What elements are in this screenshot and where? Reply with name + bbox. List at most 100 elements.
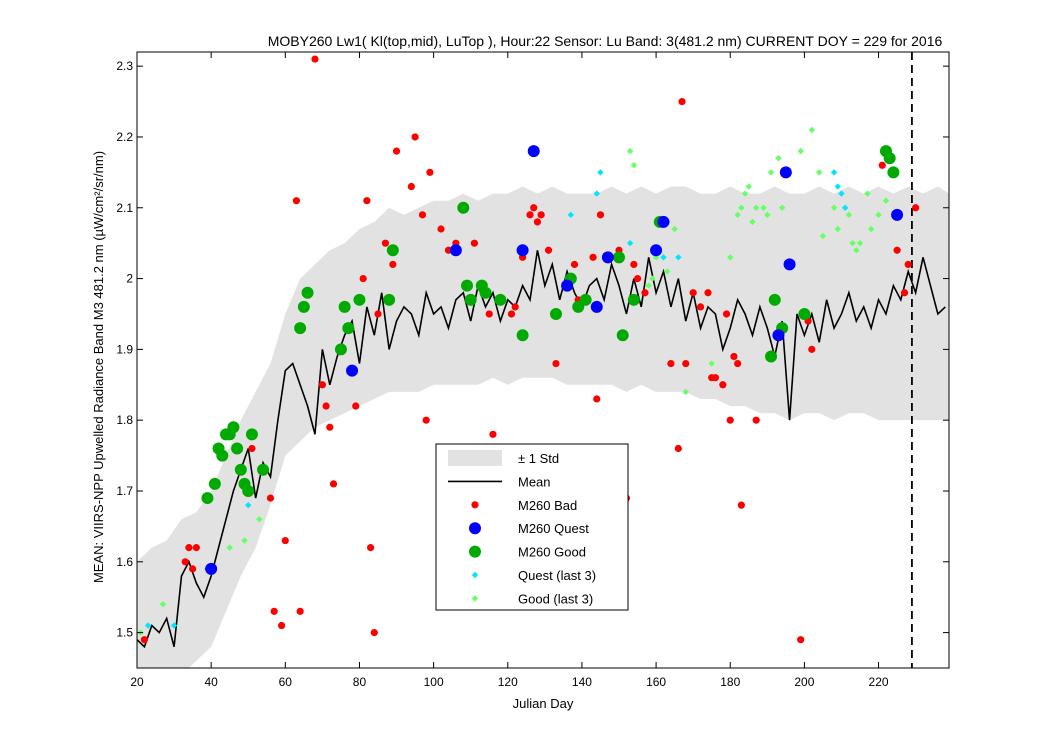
good-point: [334, 343, 347, 356]
axes-frame: [136, 51, 950, 669]
x-tick-label: 200: [794, 675, 814, 689]
bad-point: [533, 218, 542, 226]
good-point: [208, 477, 221, 490]
bad-point: [292, 197, 301, 205]
bad-point: [893, 246, 901, 254]
bad-point: [359, 274, 367, 283]
bad-point: [808, 345, 816, 353]
good-point: [234, 463, 247, 476]
good-point: [464, 293, 477, 306]
good-point: [245, 428, 258, 441]
bad-point: [366, 544, 375, 552]
good-last3-point: [727, 254, 734, 261]
bad-point: [511, 303, 519, 311]
good-last3-point: [682, 388, 689, 396]
x-tick-label: 60: [279, 675, 293, 689]
bad-point: [422, 416, 430, 424]
legend-swatch-std: [448, 450, 502, 466]
bad-point: [678, 97, 686, 106]
legend-swatch-quest: [469, 522, 481, 535]
y-tick-label: 2.3: [116, 59, 133, 73]
bad-point: [682, 359, 690, 368]
bad-point: [633, 274, 642, 283]
good-last3-point: [241, 537, 248, 544]
bad-point: [470, 239, 479, 247]
bad-point: [570, 260, 579, 269]
good-point: [479, 286, 492, 299]
bad-point: [426, 168, 434, 176]
quest-last3-point: [245, 501, 252, 509]
bad-point: [418, 211, 427, 219]
good-last3-point: [752, 204, 760, 211]
bad-point: [912, 204, 920, 212]
good-point: [887, 166, 900, 179]
good-last3-point: [738, 204, 745, 211]
legend-label: M260 Quest: [518, 521, 589, 536]
quest-last3-point: [597, 169, 604, 176]
quest-last3-point: [834, 183, 841, 190]
bad-point: [296, 607, 304, 615]
legend-label: ± 1 Std: [518, 451, 559, 466]
good-last3-point: [830, 204, 838, 211]
good-point: [386, 244, 399, 257]
quest-last3-point: [144, 622, 152, 629]
bad-point: [689, 289, 697, 297]
good-point: [457, 201, 470, 214]
y-tick-label: 1.7: [116, 484, 133, 498]
good-last3-point: [649, 275, 656, 282]
x-tick-label: 140: [572, 675, 592, 689]
bad-point: [407, 182, 415, 191]
good-last3-point: [630, 162, 638, 169]
good-last3-point: [853, 247, 860, 254]
legend-swatch-bad: [471, 501, 479, 509]
bad-point: [370, 628, 378, 637]
good-last3-point: [797, 147, 804, 155]
good-last3-point: [741, 190, 749, 197]
bad-point: [589, 253, 597, 261]
quest-point: [772, 329, 785, 342]
good-last3-point: [645, 282, 652, 289]
quest-last3-point: [830, 169, 838, 176]
bad-point: [311, 55, 319, 63]
bad-point: [797, 636, 805, 644]
bad-point: [696, 303, 705, 311]
good-point: [494, 293, 507, 306]
quest-last3-point: [841, 204, 849, 211]
bad-point: [630, 260, 638, 269]
x-tick-label: 40: [204, 675, 218, 689]
quest-last3-point: [567, 211, 575, 219]
bad-point: [596, 211, 605, 219]
bad-point: [192, 544, 200, 552]
x-tick-label: 100: [424, 675, 444, 689]
good-point: [294, 322, 307, 335]
bad-point: [530, 204, 538, 212]
good-last3-point: [856, 239, 864, 247]
quest-point: [601, 251, 614, 264]
good-last3-point: [626, 147, 634, 155]
good-point: [579, 293, 592, 306]
bad-point: [878, 161, 886, 169]
bad-point: [363, 197, 371, 205]
quest-point: [561, 279, 574, 292]
bad-point: [389, 260, 397, 269]
good-last3-point: [864, 190, 871, 197]
good-point: [616, 329, 629, 342]
quest-point: [516, 244, 529, 257]
quest-point: [783, 258, 796, 271]
quest-last3-point: [675, 254, 682, 261]
bad-point: [526, 211, 534, 219]
quest-point: [590, 300, 603, 313]
good-point: [297, 300, 310, 313]
bad-point: [719, 381, 727, 389]
x-tick-label: 120: [498, 675, 518, 689]
legend-swatch-good-last3: [471, 595, 479, 602]
good-point: [798, 307, 811, 320]
bad-point: [552, 359, 560, 368]
good-point: [883, 152, 896, 165]
good-point: [627, 293, 640, 306]
good-point: [383, 293, 396, 306]
mean-line: [137, 250, 946, 649]
bad-point: [326, 423, 334, 431]
y-tick-label: 2.1: [116, 201, 133, 215]
bad-point: [537, 211, 545, 219]
